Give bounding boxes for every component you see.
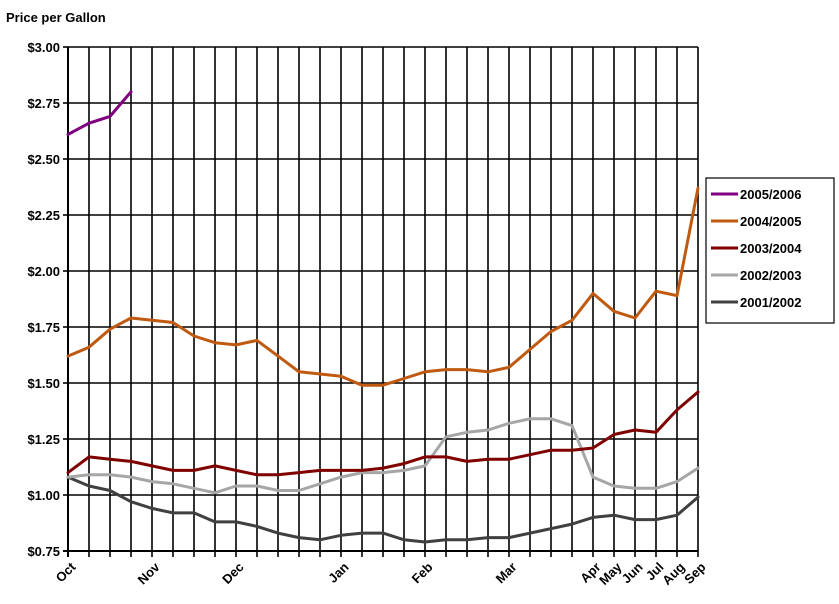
legend-label: 2003/2004	[740, 241, 802, 256]
series-lines	[66, 90, 700, 544]
series-line-2005-2006	[66, 90, 133, 136]
series-line-2004-2005	[66, 186, 700, 387]
y-tick-label: $2.00	[27, 264, 60, 279]
x-tick-label: Jan	[325, 559, 351, 585]
y-tick-label: $2.75	[27, 96, 60, 111]
y-tick-label: $2.25	[27, 208, 60, 223]
y-tick-label: $1.00	[27, 488, 60, 503]
legend-label: 2005/2006	[740, 187, 801, 202]
y-tick-label: $1.50	[27, 376, 60, 391]
x-tick-label: Sep	[681, 559, 709, 587]
x-tick-label: Oct	[53, 559, 79, 585]
y-tick-labels: $0.75 $1.00 $1.25 $1.50 $1.75 $2.00 $2.25 $2.50…	[27, 40, 60, 559]
y-tick-label: $3.00	[27, 40, 60, 55]
legend-label: 2002/2003	[740, 268, 801, 283]
gridlines	[67, 46, 699, 552]
series-line-2002-2003	[66, 417, 700, 495]
x-tick-label: Mar	[493, 559, 520, 586]
legend: 2005/2006 2004/2005 2003/2004 2002/2003 2001…	[705, 177, 835, 324]
y-tick-label: $2.50	[27, 152, 60, 167]
legend-label: 2004/2005	[740, 214, 801, 229]
y-axis-title: Price per Gallon	[6, 10, 106, 25]
x-tick-label: Dec	[219, 559, 246, 586]
legend-box	[705, 177, 835, 324]
x-tick-label: Feb	[409, 559, 436, 586]
series-line-2001-2002	[66, 475, 700, 544]
y-tick-label: $0.75	[27, 544, 60, 559]
legend-label: 2001/2002	[740, 295, 801, 310]
y-tick-label: $1.75	[27, 320, 60, 335]
y-tick-label: $1.25	[27, 432, 60, 447]
series-line-2003-2004	[66, 390, 700, 477]
x-tick-label: Nov	[135, 559, 164, 588]
